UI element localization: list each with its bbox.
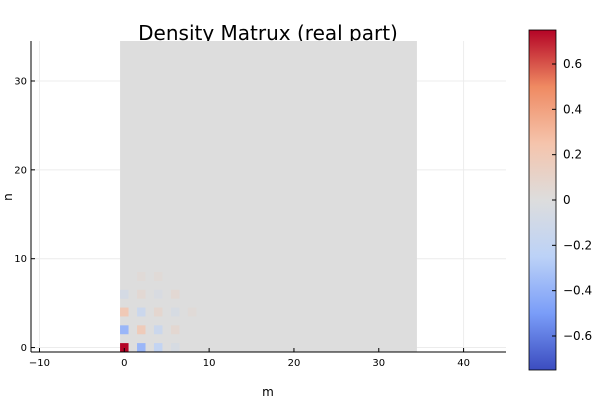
heatmap-cell [153,307,163,317]
x-tick-label: 20 [288,358,301,369]
heatmap-cell [153,289,163,299]
colorbar-tick-label: −0.2 [563,238,592,252]
plot-area [31,41,506,352]
heatmap-cell [120,289,129,299]
y-tick-label: 10 [14,254,27,265]
colorbar-tick-label: −0.4 [563,284,592,298]
y-tick-label: 0 [21,343,27,354]
x-tick-label: 0 [121,358,127,369]
matrix-background [120,41,417,352]
colorbar-tick-label: 0.2 [563,148,582,162]
y-axis-label: n [1,193,15,201]
heatmap-cell [170,289,180,299]
x-tick-label: 40 [457,358,470,369]
heatmap-cell [170,307,180,317]
colorbar-gradient [528,29,557,371]
y-tick-label: 30 [14,76,27,87]
heatmap-cell [153,343,163,352]
colorbar-tick-label: 0.4 [563,102,582,116]
colorbar-tick-label: 0 [563,193,571,207]
heatmap-cell [137,343,146,352]
heatmap-cell [137,307,146,317]
heatmap-cell [187,307,197,317]
heatmap-cell [137,325,146,335]
heatmap-cell [153,272,163,281]
x-tick-label: 30 [372,358,385,369]
colorbar: 0.6 0.4 0.2 0 −0.2 −0.4 −0.6 [528,29,592,371]
colorbar-tick-label: 0.6 [563,57,582,71]
colorbar-tick-label: −0.6 [563,329,592,343]
x-tick-label: −10 [29,358,50,369]
heatmap-cell [120,307,129,317]
x-axis-label: m [262,385,274,399]
y-tick-label: 20 [14,165,27,176]
heatmap-cell [153,325,163,335]
heatmap-cell [120,325,129,335]
heatmap-cell [170,343,180,352]
x-tick-label: 10 [203,358,216,369]
heatmap-cell [120,343,129,352]
heatmap-cell [137,272,146,281]
heatmap-cell [137,289,146,299]
heatmap-cell [170,325,180,335]
